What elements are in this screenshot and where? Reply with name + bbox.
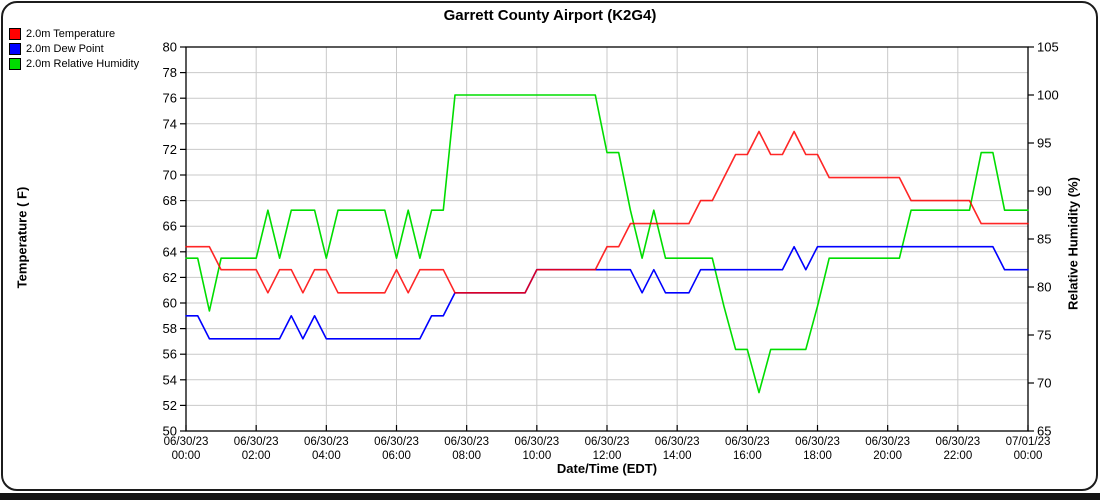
right-tick-label: 80: [1037, 280, 1051, 295]
right-tick-label: 75: [1037, 328, 1051, 343]
series-line--m-temperature: [185, 130, 1029, 294]
x-tick-label: 06/30/23 18:00: [795, 436, 840, 462]
left-tick-label: 68: [163, 193, 177, 208]
chart-title: Garrett County Airport (K2G4): [443, 7, 657, 24]
left-tick-label: 56: [163, 347, 177, 362]
series-line--m-relative-humidity: [185, 94, 1029, 394]
x-tick-label: 06/30/23 22:00: [935, 436, 980, 462]
right-tick-label: 90: [1037, 184, 1051, 199]
left-tick-label: 78: [163, 65, 177, 80]
right-tick-label: 95: [1037, 136, 1051, 151]
x-tick-label: 06/30/23 08:00: [444, 436, 489, 462]
right-tick-label: 70: [1037, 376, 1051, 391]
left-tick-label: 60: [163, 296, 177, 311]
series-line--m-dew-point: [185, 245, 1029, 340]
left-tick-label: 62: [163, 270, 177, 285]
x-tick-label: 06/30/23 20:00: [865, 436, 910, 462]
x-tick-label: 06/30/23 10:00: [514, 436, 559, 462]
x-tick-label: 07/01/23 00:00: [1006, 436, 1051, 462]
legend-label: 2.0m Relative Humidity: [26, 57, 140, 70]
legend-label: 2.0m Dew Point: [26, 42, 104, 55]
left-tick-label: 50: [163, 424, 177, 439]
left-tick-label: 76: [163, 91, 177, 106]
x-tick-label: 06/30/23 02:00: [234, 436, 279, 462]
legend-label: 2.0m Temperature: [26, 27, 116, 40]
legend-item: 2.0m Relative Humidity: [9, 56, 139, 71]
chart-legend: 2.0m Temperature 2.0m Dew Point 2.0m Relat…: [9, 26, 139, 71]
x-tick-label: 06/30/23 04:00: [304, 436, 349, 462]
right-tick-label: 105: [1037, 40, 1059, 55]
x-tick-label: 06/30/23 12:00: [585, 436, 630, 462]
right-tick-label: 85: [1037, 232, 1051, 247]
left-tick-label: 70: [163, 168, 177, 183]
left-tick-label: 58: [163, 321, 177, 336]
x-tick-label: 06/30/23 00:00: [164, 436, 209, 462]
x-tick-label: 06/30/23 16:00: [725, 436, 770, 462]
legend-swatch-icon: [9, 27, 21, 40]
left-tick-label: 54: [163, 372, 177, 387]
legend-item: 2.0m Temperature: [9, 26, 139, 41]
legend-swatch-icon: [9, 57, 21, 70]
left-tick-label: 80: [163, 40, 177, 55]
legend-swatch-icon: [9, 42, 21, 55]
window-bottom-bar: [0, 493, 1100, 500]
left-tick-label: 64: [163, 244, 177, 259]
right-tick-label: 100: [1037, 88, 1059, 103]
left-tick-label: 72: [163, 142, 177, 157]
left-tick-label: 52: [163, 398, 177, 413]
x-tick-label: 06/30/23 06:00: [374, 436, 419, 462]
right-tick-label: 65: [1037, 424, 1051, 439]
x-axis-title: Date/Time (EDT): [556, 461, 658, 476]
legend-item: 2.0m Dew Point: [9, 41, 139, 56]
left-tick-label: 74: [163, 116, 177, 131]
x-tick-label: 06/30/23 14:00: [655, 436, 700, 462]
left-tick-label: 66: [163, 219, 177, 234]
